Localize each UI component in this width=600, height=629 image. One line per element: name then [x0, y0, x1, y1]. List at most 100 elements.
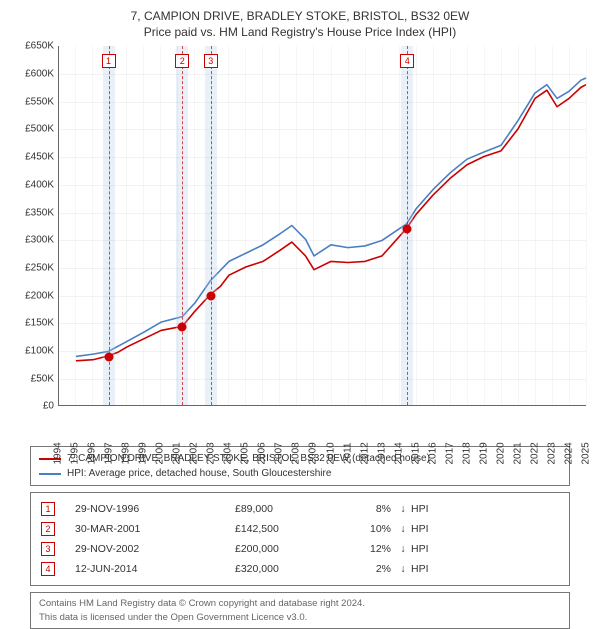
sale-date: 29-NOV-2002 — [75, 543, 235, 555]
x-gridline — [109, 46, 110, 406]
sale-date: 29-NOV-1996 — [75, 503, 235, 515]
y-tick-label: £400K — [10, 179, 54, 190]
x-gridline — [160, 46, 161, 406]
legend-item: HPI: Average price, detached house, Sout… — [39, 466, 561, 481]
x-tick-label: 2012 — [359, 442, 370, 464]
sale-marker-dot — [403, 225, 412, 234]
plot-area: 1234 — [58, 46, 586, 406]
sale-vs-hpi-label: HPI — [411, 503, 451, 515]
x-tick-label: 2008 — [291, 442, 302, 464]
x-tick-label: 2006 — [257, 442, 268, 464]
x-gridline — [399, 46, 400, 406]
title-address: 7, CAMPION DRIVE, BRADLEY STOKE, BRISTOL… — [10, 8, 590, 24]
sale-marker-box: 4 — [400, 54, 414, 68]
sales-table: 129-NOV-1996£89,0008%↓HPI230-MAR-2001£14… — [30, 492, 570, 586]
down-arrow-icon: ↓ — [395, 543, 411, 555]
x-tick-label: 2019 — [478, 442, 489, 464]
sale-row: 129-NOV-1996£89,0008%↓HPI — [41, 499, 559, 519]
x-tick-label: 1996 — [87, 442, 98, 464]
y-tick-label: £250K — [10, 262, 54, 273]
sale-row: 230-MAR-2001£142,50010%↓HPI — [41, 519, 559, 539]
legend-label: HPI: Average price, detached house, Sout… — [67, 466, 331, 481]
y-tick-label: £350K — [10, 207, 54, 218]
x-gridline — [262, 46, 263, 406]
x-tick-label: 2004 — [223, 442, 234, 464]
legend-swatch — [39, 473, 61, 475]
y-gridline — [58, 185, 586, 186]
sale-number-box: 3 — [41, 542, 55, 556]
sale-price: £320,000 — [235, 563, 345, 575]
sale-date: 12-JUN-2014 — [75, 563, 235, 575]
y-tick-label: £650K — [10, 41, 54, 52]
y-gridline — [58, 74, 586, 75]
sale-pct: 10% — [345, 523, 395, 535]
x-tick-label: 2013 — [376, 442, 387, 464]
sale-vs-hpi-label: HPI — [411, 563, 451, 575]
sale-vs-hpi-label: HPI — [411, 543, 451, 555]
x-tick-label: 2015 — [410, 442, 421, 464]
y-tick-label: £300K — [10, 235, 54, 246]
x-tick-label: 2023 — [546, 442, 557, 464]
sale-number-box: 4 — [41, 562, 55, 576]
x-gridline — [365, 46, 366, 406]
x-tick-label: 2003 — [206, 442, 217, 464]
y-tick-label: £0 — [10, 401, 54, 412]
sale-row: 412-JUN-2014£320,0002%↓HPI — [41, 559, 559, 579]
sale-pct: 8% — [345, 503, 395, 515]
x-tick-label: 2005 — [240, 442, 251, 464]
y-gridline — [58, 157, 586, 158]
down-arrow-icon: ↓ — [395, 503, 411, 515]
y-gridline — [58, 129, 586, 130]
x-gridline — [433, 46, 434, 406]
y-gridline — [58, 351, 586, 352]
x-gridline — [569, 46, 570, 406]
x-gridline — [518, 46, 519, 406]
sale-pct: 2% — [345, 563, 395, 575]
sale-vs-hpi-label: HPI — [411, 523, 451, 535]
x-gridline — [348, 46, 349, 406]
x-gridline — [467, 46, 468, 406]
x-gridline — [75, 46, 76, 406]
x-tick-label: 2017 — [444, 442, 455, 464]
title-subtitle: Price paid vs. HM Land Registry's House … — [10, 24, 590, 40]
x-gridline — [586, 46, 587, 406]
footer-line2: This data is licensed under the Open Gov… — [39, 611, 561, 624]
y-tick-label: £50K — [10, 373, 54, 384]
x-gridline — [382, 46, 383, 406]
y-tick-label: £500K — [10, 124, 54, 135]
x-gridline — [245, 46, 246, 406]
x-tick-label: 1997 — [104, 442, 115, 464]
sale-price: £200,000 — [235, 543, 345, 555]
sale-price: £89,000 — [235, 503, 345, 515]
y-tick-label: £100K — [10, 345, 54, 356]
x-gridline — [552, 46, 553, 406]
x-tick-label: 2002 — [189, 442, 200, 464]
x-tick-label: 2010 — [325, 442, 336, 464]
y-gridline — [58, 323, 586, 324]
x-gridline — [92, 46, 93, 406]
x-tick-label: 2024 — [563, 442, 574, 464]
x-gridline — [296, 46, 297, 406]
x-gridline — [484, 46, 485, 406]
x-gridline — [211, 46, 212, 406]
x-tick-label: 2014 — [393, 442, 404, 464]
x-tick-label: 2009 — [308, 442, 319, 464]
x-gridline — [279, 46, 280, 406]
y-tick-label: £600K — [10, 69, 54, 80]
x-tick-label: 1998 — [121, 442, 132, 464]
sale-date: 30-MAR-2001 — [75, 523, 235, 535]
x-tick-label: 2020 — [495, 442, 506, 464]
x-tick-label: 1999 — [138, 442, 149, 464]
y-gridline — [58, 102, 586, 103]
y-tick-label: £550K — [10, 96, 54, 107]
x-gridline — [228, 46, 229, 406]
y-gridline — [58, 379, 586, 380]
sale-pct: 12% — [345, 543, 395, 555]
x-tick-label: 2001 — [172, 442, 183, 464]
x-gridline — [450, 46, 451, 406]
x-tick-label: 2018 — [461, 442, 472, 464]
x-gridline — [501, 46, 502, 406]
down-arrow-icon: ↓ — [395, 523, 411, 535]
x-gridline — [143, 46, 144, 406]
y-gridline — [58, 240, 586, 241]
